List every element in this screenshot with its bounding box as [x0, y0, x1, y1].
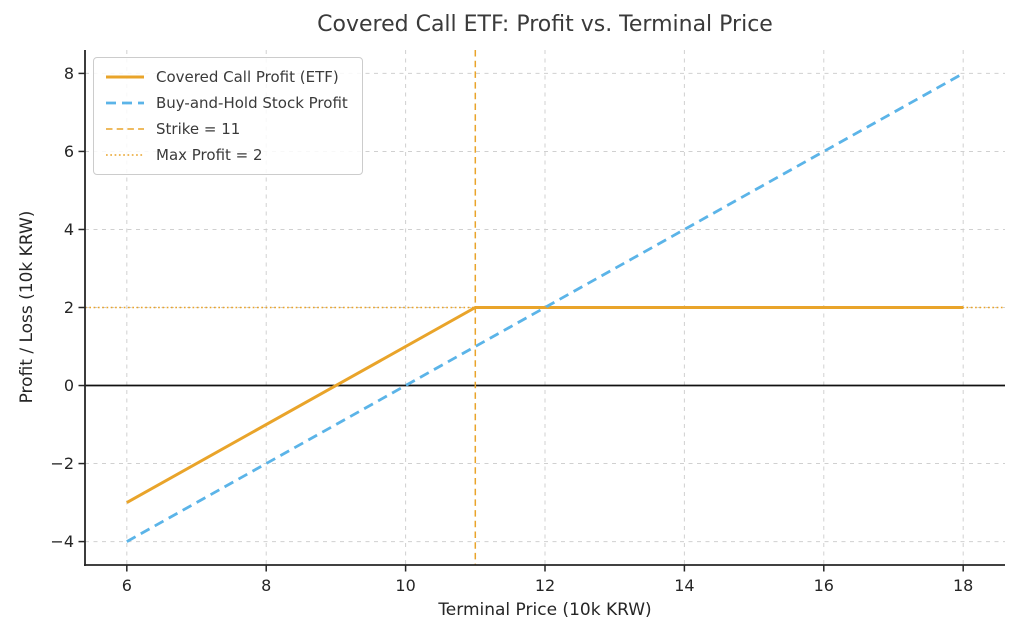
- y-tick-label--2: −2: [50, 454, 74, 473]
- y-axis-label: Profit / Loss (10k KRW): [17, 210, 37, 404]
- y-tick-label-0: 0: [64, 376, 74, 395]
- y-tick-label-4: 4: [64, 220, 74, 239]
- legend-item-label: Strike = 11: [156, 120, 241, 138]
- x-tick-label-8: 8: [261, 576, 271, 595]
- y-tick-label-2: 2: [64, 298, 74, 317]
- x-tick-label-10: 10: [395, 576, 415, 595]
- covered-call-line: [126, 306, 964, 504]
- y-tick-label-6: 6: [64, 142, 74, 161]
- legend-item: Strike = 11: [105, 119, 348, 139]
- legend-item-label: Max Profit = 2: [156, 146, 263, 164]
- legend-item: Max Profit = 2: [105, 145, 348, 165]
- chart-title: Covered Call ETF: Profit vs. Terminal Pr…: [317, 12, 773, 37]
- x-tick-label-16: 16: [814, 576, 834, 595]
- y-tick-label--4: −4: [50, 532, 74, 551]
- x-axis-label: Terminal Price (10k KRW): [438, 600, 652, 620]
- legend-item: Covered Call Profit (ETF): [105, 67, 348, 87]
- x-tick-label-12: 12: [535, 576, 555, 595]
- x-tick-label-18: 18: [953, 576, 973, 595]
- legend-item-label: Covered Call Profit (ETF): [156, 68, 339, 86]
- legend-line-sample: [106, 101, 144, 105]
- y-tick-label-8: 8: [64, 64, 74, 83]
- x-tick-label-6: 6: [122, 576, 132, 595]
- legend-box: Covered Call Profit (ETF) Buy-and-Hold St…: [93, 57, 363, 175]
- x-tick-label-14: 14: [674, 576, 694, 595]
- legend-line-sample: [106, 154, 144, 156]
- legend-line-sample: [106, 75, 144, 79]
- legend-item-label: Buy-and-Hold Stock Profit: [156, 94, 348, 112]
- legend-line-sample: [106, 128, 144, 130]
- legend-item: Buy-and-Hold Stock Profit: [105, 93, 348, 113]
